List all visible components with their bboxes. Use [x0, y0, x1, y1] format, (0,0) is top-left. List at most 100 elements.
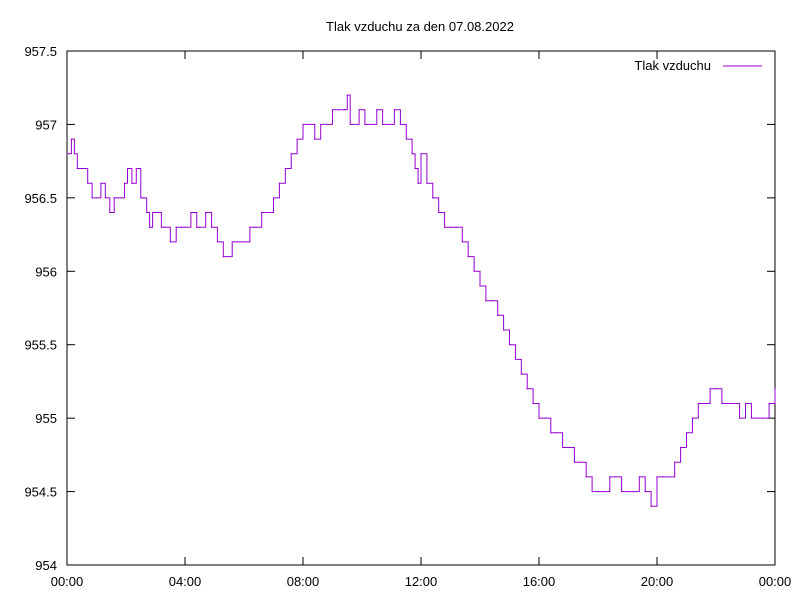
data-point [762, 417, 764, 419]
data-point [314, 138, 316, 140]
data-point [151, 211, 154, 214]
y-tick-label: 957 [35, 117, 57, 132]
data-point [184, 226, 186, 228]
data-point [579, 461, 581, 463]
data-point [491, 300, 493, 302]
data-point [438, 211, 440, 214]
data-point [118, 197, 120, 199]
data-point [331, 109, 334, 111]
data-point [703, 402, 705, 405]
data-point [210, 226, 213, 228]
data-point [120, 197, 123, 199]
data-point [79, 167, 81, 170]
data-point [216, 241, 219, 243]
data-point [100, 182, 102, 184]
data-point [181, 226, 183, 228]
data-point [567, 446, 570, 449]
data-point [538, 417, 540, 419]
data-point [556, 432, 558, 434]
data-point [199, 226, 201, 228]
data-point [473, 270, 475, 272]
data-point [514, 358, 517, 360]
data-point [626, 490, 629, 493]
x-tick-label: 00:00 [759, 574, 792, 589]
x-tick-label: 08:00 [287, 574, 320, 589]
data-point [255, 226, 257, 228]
data-point [278, 182, 280, 184]
data-point [597, 490, 599, 493]
data-point [485, 300, 487, 302]
data-point [662, 476, 664, 478]
data-point [444, 226, 446, 228]
data-point [382, 123, 384, 126]
data-point [104, 197, 106, 199]
data-point [70, 138, 73, 140]
data-point [674, 461, 676, 463]
data-point [126, 167, 129, 170]
data-point [638, 476, 640, 478]
y-tick-label: 956.5 [24, 191, 57, 206]
data-point [284, 167, 286, 170]
data-point [615, 476, 617, 478]
y-tick-label: 955.5 [24, 338, 57, 353]
y-tick-label: 957.5 [24, 44, 57, 59]
y-tick-label: 956 [35, 264, 57, 279]
data-point [364, 123, 366, 126]
series-line-0 [67, 94, 776, 507]
data-point [149, 226, 151, 228]
data-point [532, 402, 534, 405]
data-point [449, 226, 452, 228]
x-axis-ticks: 00:00 04:00 08:00 12:00 16:00 20:00 00:00 [51, 51, 792, 589]
data-point [467, 256, 469, 258]
data-point [405, 138, 407, 140]
data-point [621, 490, 623, 493]
data-point [237, 241, 239, 243]
data-point [520, 373, 522, 375]
data-point [66, 153, 68, 155]
data-point [774, 388, 776, 390]
legend-label: Tlak vzduchu [634, 58, 711, 73]
data-point [461, 241, 463, 243]
data-point [320, 123, 322, 126]
data-point [632, 490, 635, 493]
data-point [497, 314, 499, 316]
data-point [113, 197, 115, 199]
y-tick-label: 955 [35, 411, 57, 426]
x-tick-label: 20:00 [641, 574, 674, 589]
data-point [750, 417, 753, 419]
data-point [756, 417, 758, 419]
series-layer [66, 94, 776, 507]
data-point [656, 476, 658, 478]
data-point [562, 446, 564, 449]
data-point [196, 226, 198, 228]
data-point [343, 109, 345, 111]
data-point [503, 329, 505, 331]
legend: Tlak vzduchu [634, 58, 762, 73]
data-point [222, 256, 224, 258]
data-point [370, 123, 372, 126]
data-point [585, 476, 587, 478]
data-point [143, 197, 145, 199]
data-point [296, 138, 298, 140]
data-point [609, 476, 611, 478]
data-point [573, 461, 576, 463]
data-point [272, 197, 275, 199]
data-point [715, 388, 717, 390]
data-point [399, 123, 401, 126]
data-point [163, 226, 165, 228]
data-point [290, 153, 292, 155]
data-point [175, 226, 177, 228]
data-point [680, 446, 682, 449]
data-point [109, 211, 111, 214]
data-point [685, 432, 688, 434]
x-tick-label: 00:00 [51, 574, 84, 589]
data-point [346, 94, 348, 96]
y-axis-ticks: 954 954.5 955 955.5 956 956.5 957 957.5 [24, 44, 775, 573]
data-point [768, 402, 770, 405]
data-point [376, 109, 378, 111]
data-point [358, 109, 360, 111]
data-point [169, 241, 171, 243]
data-point [387, 123, 390, 126]
data-point [227, 256, 229, 258]
